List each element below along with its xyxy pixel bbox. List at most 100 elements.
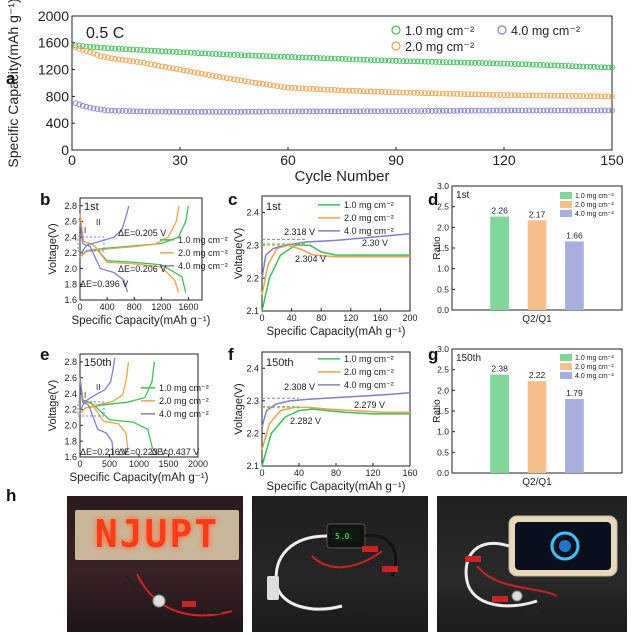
y-tick-label-b: 2.2: [64, 248, 77, 258]
data-point-a-s0: [277, 53, 284, 60]
y-tick-label-a: 0: [61, 142, 69, 158]
data-point-a-s0: [177, 49, 183, 56]
data-point-a-s2: [483, 107, 489, 114]
data-point-a-s0: [443, 59, 450, 65]
data-point-a-s0: [425, 58, 432, 65]
data-point-a-s0: [270, 53, 277, 60]
charge-curve-e-s1: [79, 361, 130, 414]
data-point-a-s0: [605, 64, 612, 71]
legend-label-e: 1.0 mg cm⁻²: [159, 383, 209, 393]
data-point-a-s1: [454, 91, 461, 97]
led-board: [75, 510, 239, 560]
legend-label-b: 4.0 mg cm⁻²: [178, 261, 228, 271]
legend-marker-a: [391, 41, 401, 51]
data-point-a-s2: [216, 108, 223, 115]
data-point-a-s0: [508, 60, 515, 67]
data-point-a-s0: [119, 46, 126, 52]
data-point-a-s0: [133, 46, 140, 53]
x-tick-label-c: 80: [316, 313, 326, 323]
data-point-a-s1: [555, 92, 561, 99]
x-tick-label-f: 120: [365, 468, 380, 478]
data-point-a-s2: [79, 102, 86, 109]
data-point-a-s2: [303, 108, 309, 115]
annotation-voltage-c: 2.304 V: [295, 254, 326, 264]
panel-label-b: b: [40, 190, 50, 209]
data-point-a-s0: [429, 58, 435, 65]
data-point-a-s2: [414, 108, 421, 114]
data-point-a-s2: [83, 103, 90, 110]
data-point-a-s2: [133, 108, 140, 115]
data-point-a-s0: [195, 50, 201, 56]
annotation-voltage-c: 2.318 V: [284, 227, 315, 237]
data-point-a-s1: [101, 54, 108, 60]
data-point-a-s0: [223, 51, 230, 58]
data-point-a-s2: [421, 108, 428, 114]
data-point-a-s0: [249, 52, 255, 59]
data-point-a-s0: [241, 52, 248, 59]
voltage-curve-f-s0: [261, 408, 410, 467]
data-point-a-s0: [378, 57, 385, 64]
data-point-a-s2: [551, 107, 558, 114]
data-point-a-s1: [450, 90, 457, 97]
data-point-a-s1: [274, 83, 281, 89]
data-point-a-s2: [324, 108, 331, 115]
data-point-a-s0: [115, 45, 122, 52]
data-point-a-s1: [497, 92, 504, 98]
data-point-a-s1: [526, 92, 533, 99]
data-point-a-s0: [385, 57, 392, 64]
data-point-a-s0: [187, 49, 194, 56]
data-point-a-s0: [295, 54, 302, 61]
data-point-a-s2: [317, 108, 324, 115]
x-tick-label-c: 200: [402, 313, 417, 323]
data-point-a-s1: [439, 90, 446, 97]
legend-label-c: 1.0 mg cm⁻²: [344, 200, 394, 210]
data-point-a-s2: [342, 108, 349, 115]
data-point-a-s1: [328, 86, 335, 93]
charge-curve-b-s2: [79, 205, 130, 255]
axes-frame-c: [261, 195, 411, 312]
data-point-a-s0: [108, 45, 115, 52]
annotation-dE-b: ΔE=0.205 V: [118, 228, 166, 238]
legend-marker-a: [497, 25, 507, 35]
data-point-a-s2: [115, 107, 122, 114]
data-point-a-s1: [591, 93, 597, 100]
data-point-a-s0: [123, 46, 129, 53]
data-point-a-s0: [461, 59, 468, 66]
data-point-a-s0: [151, 47, 158, 54]
data-point-a-s0: [375, 57, 381, 64]
data-point-a-s1: [173, 66, 180, 72]
x-tick-label-a: 120: [492, 152, 516, 168]
data-point-a-s2: [285, 108, 291, 115]
data-point-a-s1: [601, 93, 608, 100]
data-point-a-s2: [591, 107, 597, 114]
data-point-a-s1: [461, 91, 468, 97]
data-point-a-s2: [241, 108, 248, 115]
y-tick-label-e: 1.8: [64, 436, 77, 446]
data-point-a-s1: [83, 48, 90, 54]
data-point-a-s2: [213, 108, 219, 115]
data-point-a-s2: [234, 108, 241, 115]
voltage-curve-c-s1: [261, 244, 410, 295]
data-point-a-s2: [555, 107, 561, 114]
x-tick-label-c: 120: [343, 313, 358, 323]
led-sign-text: NJUPT: [94, 512, 220, 556]
data-point-a-s1: [249, 79, 255, 86]
data-point-a-s0: [72, 42, 79, 49]
data-point-a-s2: [281, 108, 288, 115]
legend-label-a: 1.0 mg cm⁻²: [405, 24, 474, 38]
data-point-a-s0: [594, 64, 601, 70]
data-point-a-s1: [202, 71, 209, 78]
data-point-a-s1: [180, 67, 187, 74]
bar-value-label-d: 1.66: [566, 230, 583, 240]
y-axis-label-f: Voltage(V): [233, 383, 245, 434]
data-point-a-s1: [573, 93, 579, 99]
data-point-a-s0: [526, 61, 533, 68]
data-point-a-s2: [418, 108, 425, 114]
data-point-a-s1: [299, 85, 306, 92]
data-point-a-s0: [583, 63, 590, 70]
panel-label-f: f: [228, 345, 234, 364]
legend-label-b: 2.0 mg cm⁻²: [178, 248, 228, 258]
data-point-a-s0: [299, 54, 306, 61]
data-point-a-s0: [591, 64, 597, 70]
y-tick-label-e: 2.2: [64, 405, 77, 415]
